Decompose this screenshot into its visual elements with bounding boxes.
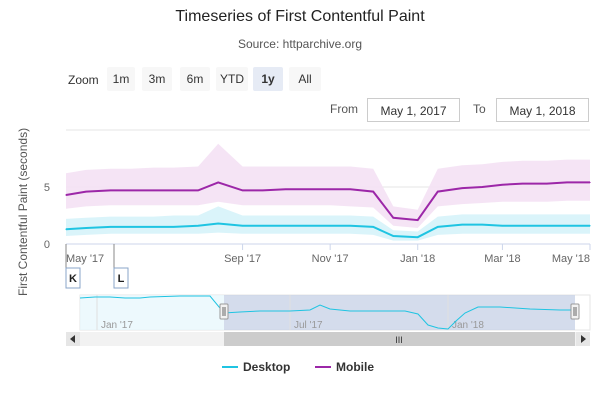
range-from-label: From: [330, 102, 358, 116]
range-to-label: To: [473, 102, 486, 116]
point-mobile: [461, 187, 463, 189]
point-desktop: [329, 225, 331, 227]
x-tick-label: Sep '17: [224, 253, 261, 265]
x-tick-label: Jan '18: [400, 253, 435, 265]
legend-item-desktop[interactable]: Desktop: [222, 360, 290, 374]
point-desktop: [392, 235, 394, 237]
y-tick-label: 5: [44, 182, 50, 194]
navigator-series-line: [79, 295, 575, 330]
point-desktop: [372, 226, 374, 228]
range-to-input[interactable]: May 1, 2018: [496, 98, 589, 122]
chart-title: Timeseries of First Contentful Paint: [175, 8, 425, 25]
navigator-left-area: [80, 295, 224, 330]
x-tick-label: Mar '18: [484, 253, 520, 265]
navigator-label-2: Jan '18: [452, 320, 484, 331]
point-mobile: [392, 217, 394, 219]
point-mobile: [501, 184, 504, 186]
flag-box-1: [113, 267, 129, 289]
point-desktop: [85, 227, 87, 229]
scrollbar-grip: III: [395, 335, 403, 345]
range-from-input[interactable]: May 1, 2017: [367, 98, 460, 122]
chart-subtitle: Source: httparchive.org: [237, 37, 363, 51]
navigator-selection: [224, 295, 575, 330]
point-desktop: [566, 225, 568, 227]
point-desktop: [241, 225, 244, 227]
point-mobile: [241, 189, 244, 192]
point-mobile: [262, 189, 264, 192]
point-mobile: [305, 188, 307, 190]
point-desktop: [197, 225, 199, 227]
flag-label-0: K: [69, 273, 77, 285]
point-desktop: [521, 225, 524, 227]
point-mobile: [85, 190, 87, 193]
point-mobile: [109, 189, 112, 192]
zoom-1m-button[interactable]: 1m: [107, 67, 135, 91]
point-mobile: [521, 182, 524, 185]
y-tick-label: 0: [44, 239, 50, 251]
point-desktop: [262, 225, 264, 227]
point-desktop: [589, 225, 591, 227]
legend-label-mobile: Mobile: [336, 360, 374, 374]
x-tick-label: Nov '17: [312, 253, 349, 265]
point-desktop: [152, 226, 155, 228]
point-mobile: [417, 219, 419, 221]
point-desktop: [65, 228, 67, 230]
point-desktop: [546, 225, 548, 227]
point-desktop: [217, 222, 219, 225]
point-desktop: [130, 226, 132, 228]
zoom-6m-button[interactable]: 6m: [180, 67, 210, 91]
point-desktop: [349, 225, 351, 227]
point-desktop: [305, 225, 307, 227]
zoom-ytd-button[interactable]: YTD: [216, 67, 248, 91]
point-mobile: [65, 194, 67, 196]
point-mobile: [437, 190, 439, 193]
point-desktop: [461, 224, 463, 226]
point-mobile: [349, 188, 351, 190]
point-mobile: [589, 181, 591, 184]
point-desktop: [173, 226, 175, 228]
legend-swatch-mobile: [315, 365, 331, 368]
point-desktop: [109, 226, 112, 228]
legend-item-mobile[interactable]: Mobile: [315, 360, 374, 374]
point-mobile: [546, 182, 548, 185]
scrollbar-thumb: [224, 332, 575, 346]
point-mobile: [329, 188, 331, 190]
legend-label-desktop: Desktop: [243, 360, 291, 374]
navigator-label-1: Jul '17: [294, 320, 323, 331]
point-desktop: [285, 225, 287, 227]
band-mobile: [66, 143, 590, 228]
point-mobile: [130, 189, 132, 192]
zoom-all-button[interactable]: All: [289, 67, 321, 91]
point-desktop: [437, 226, 439, 228]
point-desktop: [481, 224, 483, 226]
point-mobile: [197, 189, 199, 192]
flag-box-0: [65, 267, 81, 289]
zoom-3m-button[interactable]: 3m: [142, 67, 172, 91]
legend-swatch-desktop: [222, 365, 238, 368]
point-mobile: [481, 186, 483, 188]
flag-label-1: L: [118, 273, 125, 285]
navigator-handle-left: [219, 303, 229, 320]
band-desktop: [66, 206, 590, 241]
zoom-1y-button[interactable]: 1y: [253, 67, 283, 91]
navigator-label-0: Jan '17: [101, 320, 133, 331]
legend: Desktop Mobile: [0, 360, 600, 380]
point-desktop: [501, 225, 504, 227]
chevron-right-icon: [581, 335, 586, 343]
point-desktop: [417, 236, 419, 238]
navigator-handle-right: [570, 303, 580, 320]
point-mobile: [173, 189, 175, 192]
x-tick-label: May '17: [66, 253, 104, 265]
point-mobile: [566, 181, 568, 184]
x-tick-label: May '18: [552, 253, 590, 265]
point-mobile: [285, 188, 287, 190]
chevron-left-icon: [70, 335, 75, 343]
point-mobile: [217, 181, 219, 184]
point-mobile: [152, 189, 155, 192]
point-mobile: [372, 190, 374, 193]
zoom-label: Zoom: [68, 73, 99, 87]
